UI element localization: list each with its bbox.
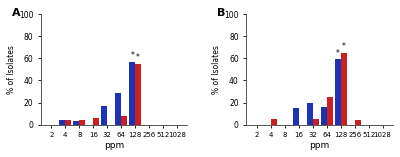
Bar [321,107,327,125]
Bar [307,103,313,125]
Bar [101,106,107,125]
Y-axis label: % of Isolates: % of Isolates [7,45,16,94]
Bar [327,97,332,125]
Text: B: B [217,8,226,18]
Bar [129,62,135,125]
Bar [121,116,127,125]
Bar [355,120,360,125]
Bar [293,108,299,125]
X-axis label: ppm: ppm [310,141,330,150]
Bar [313,119,319,125]
Bar [74,121,79,125]
Bar [135,64,141,125]
Text: A: A [12,8,20,18]
X-axis label: ppm: ppm [104,141,124,150]
Bar [335,60,341,125]
Text: *: * [342,42,346,51]
Y-axis label: % of Isolates: % of Isolates [212,45,222,94]
Bar [271,119,277,125]
Text: *: * [130,51,134,60]
Bar [79,120,85,125]
Bar [115,93,121,125]
Bar [60,120,65,125]
Text: *: * [336,49,340,58]
Text: *: * [136,53,140,62]
Bar [93,118,99,125]
Bar [65,120,71,125]
Bar [341,53,346,125]
